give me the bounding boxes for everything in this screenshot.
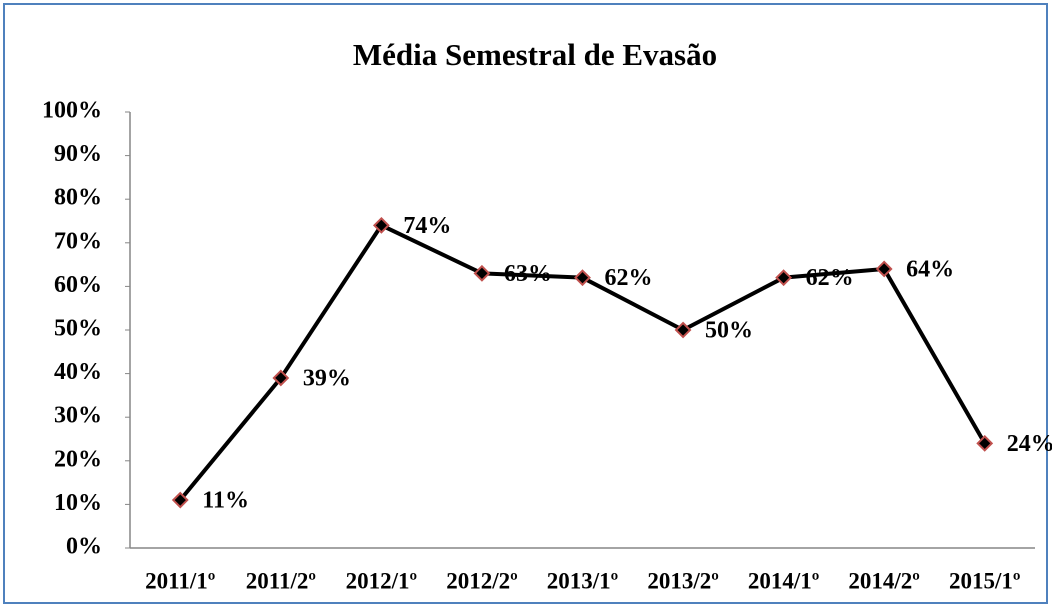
y-tick-label: 60% [54, 272, 102, 298]
y-tick-label: 0% [66, 534, 102, 560]
marker [875, 260, 893, 278]
chart-frame [3, 3, 1048, 604]
marker [171, 491, 189, 509]
x-tick-label: 2014/2º [848, 568, 919, 593]
marker [674, 321, 692, 339]
y-tick-label: 50% [54, 316, 102, 342]
x-tick-label: 2013/1º [547, 568, 618, 593]
y-tick-label: 30% [54, 403, 102, 429]
marker [473, 264, 491, 282]
y-tick-label: 40% [54, 359, 102, 385]
marker [272, 369, 290, 387]
x-tick-label: 2013/2º [647, 568, 718, 593]
y-tick-label: 90% [54, 141, 102, 167]
data-label: 62% [605, 265, 653, 291]
x-tick-label: 2011/2º [246, 568, 316, 593]
x-tick-label: 2015/1º [949, 568, 1020, 593]
marker [372, 216, 390, 234]
data-label: 74% [403, 213, 451, 239]
marker [574, 269, 591, 287]
y-tick-label: 70% [54, 228, 102, 254]
marker [976, 434, 994, 452]
y-tick-label: 10% [54, 490, 102, 516]
y-tick-label: 100% [42, 98, 102, 124]
y-tick-label: 80% [54, 185, 102, 211]
x-tick-label: 2012/2º [446, 568, 517, 593]
chart-title: Média Semestral de Evasão [353, 37, 717, 72]
data-label: 64% [906, 256, 954, 282]
data-label: 63% [504, 261, 552, 287]
data-label: 39% [303, 365, 351, 391]
data-label: 24% [1007, 431, 1052, 457]
data-label: 50% [705, 318, 753, 344]
data-label: 11% [202, 488, 249, 514]
data-label: 62% [806, 265, 854, 291]
marker [775, 269, 793, 287]
x-tick-label: 2012/1º [346, 568, 417, 593]
y-tick-label: 20% [54, 446, 102, 472]
x-tick-label: 2014/1º [748, 568, 819, 593]
x-tick-label: 2011/1º [145, 568, 215, 593]
